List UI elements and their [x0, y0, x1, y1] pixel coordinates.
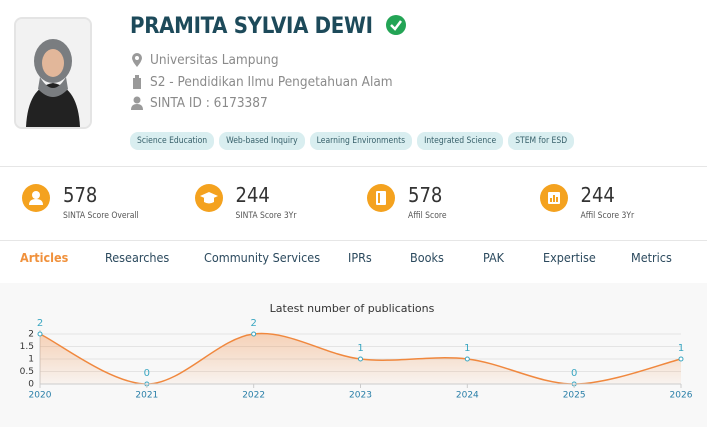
sinta-id: SINTA ID : 6173387 [150, 95, 268, 111]
icon [22, 184, 50, 212]
data-label: 0 [144, 368, 150, 379]
score-icon [194, 183, 224, 217]
profile-photo [14, 17, 92, 129]
chart-title: Latest number of publications [270, 302, 435, 315]
data-label: 1 [678, 343, 684, 354]
x-tick-label: 2024 [456, 391, 479, 401]
y-tick-label: 2 [28, 330, 34, 340]
data-label: 0 [571, 368, 577, 379]
score-card: 244 SINTA Score 3Yr [194, 183, 297, 221]
score-label: Affil Score [408, 211, 447, 221]
tag[interactable]: Web-based Inquiry [219, 132, 305, 150]
x-tick-label: 2023 [349, 391, 372, 401]
data-label: 2 [250, 318, 256, 329]
data-label: 1 [464, 343, 470, 354]
score-label: Affil Score 3Yr [580, 211, 635, 221]
tab-bar: Articles Researches Community Services IPRs… [0, 250, 707, 272]
tag-list: Science Education Web-based Inquiry Learni… [130, 132, 575, 150]
point [37, 331, 43, 337]
point [358, 356, 363, 362]
y-tick-label: 1 [28, 355, 34, 365]
score-icon [21, 183, 51, 217]
tab[interactable]: Expertise [543, 250, 596, 265]
x-tick-label: 2021 [135, 391, 158, 401]
tag[interactable]: Science Education [130, 132, 215, 150]
score-label: SINTA Score Overall [63, 211, 139, 221]
divider [0, 166, 707, 167]
icon [367, 184, 395, 212]
tag[interactable]: Integrated Science [417, 132, 504, 150]
score-card: 578 Affil Score [366, 183, 447, 221]
chart-panel: Latest number of publications 0 0.5 1 1.5 2 2… [0, 283, 707, 427]
tag[interactable]: Learning Environments [309, 132, 413, 150]
x-tick-label: 2022 [242, 391, 265, 401]
tab[interactable]: Metrics [631, 250, 672, 265]
x-tick-label: 2026 [670, 391, 693, 401]
sinta-id-row: SINTA ID : 6173387 [131, 95, 268, 111]
tab[interactable]: Articles [20, 250, 69, 265]
tab[interactable]: IPRs [348, 250, 372, 265]
score-card: 578 SINTA Score Overall [21, 183, 139, 221]
profile-name: PRAMITA SYLVIA DEWI [130, 14, 407, 39]
score-icon [539, 183, 569, 217]
divider [0, 240, 707, 241]
tab[interactable]: PAK [483, 250, 505, 265]
point [251, 331, 257, 337]
point [678, 356, 684, 362]
point [464, 356, 470, 362]
score-card: 244 Affil Score 3Yr [539, 183, 635, 221]
affiliation[interactable]: Universitas Lampung [150, 52, 279, 68]
program-icon [133, 75, 141, 89]
icon [194, 184, 223, 212]
score-value: 578 [408, 183, 443, 207]
data-label: 2 [37, 318, 43, 329]
chart: Latest number of publications 00.511.522… [20, 302, 693, 401]
y-tick-label: 1.5 [20, 342, 34, 352]
tab[interactable]: Community Services [204, 250, 321, 265]
tag[interactable]: STEM for ESD [508, 132, 575, 150]
verified-icon [386, 15, 407, 35]
x-tick-label: 2025 [563, 391, 586, 401]
score-value: 244 [580, 183, 615, 207]
score-value: 578 [63, 183, 98, 207]
score-text: 244 SINTA Score 3Yr [236, 183, 297, 221]
program: S2 - Pendidikan Ilmu Pengetahuan Alam [150, 74, 393, 90]
y-tick-label: 0.5 [20, 367, 34, 377]
name-text: PRAMITA SYLVIA DEWI [130, 14, 373, 39]
score-label: SINTA Score 3Yr [235, 211, 297, 221]
avatar [16, 19, 90, 127]
score-text: 578 SINTA Score Overall [63, 183, 139, 221]
area [40, 333, 681, 384]
tab[interactable]: Researches [105, 250, 170, 265]
data-label: 1 [357, 343, 363, 354]
x-tick-label: 2020 [29, 391, 52, 401]
score-text: 244 Affil Score 3Yr [581, 183, 635, 221]
score-value: 244 [235, 183, 270, 207]
user-icon [131, 96, 143, 110]
score-text: 578 Affil Score [408, 183, 447, 221]
location-icon [132, 53, 142, 67]
y-tick-label: 0 [28, 380, 34, 390]
score-icon [366, 183, 396, 217]
program-row: S2 - Pendidikan Ilmu Pengetahuan Alam [131, 74, 393, 90]
tab[interactable]: Books [410, 250, 444, 265]
affiliation-row: Universitas Lampung [131, 52, 279, 68]
icon [539, 184, 568, 212]
